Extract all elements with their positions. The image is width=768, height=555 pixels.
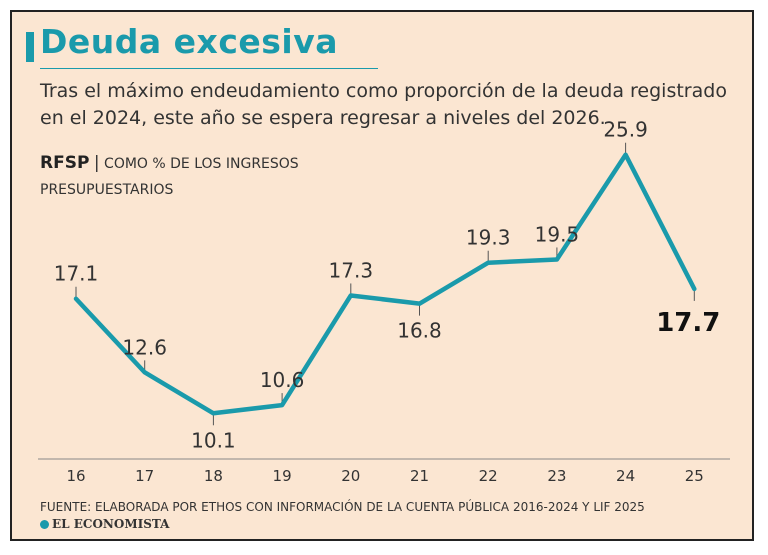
x-tick-label: 22 [479,467,498,485]
chart-subtitle: Tras el máximo endeudamiento como propor… [40,80,727,129]
title-accent-bar [26,32,34,62]
x-tick-label: 25 [685,467,704,485]
x-tick-label: 20 [341,467,360,485]
chart-title: Deuda excesiva [40,22,338,61]
data-label: 25.9 [603,118,648,142]
data-label-highlight: 17.7 [656,308,720,338]
data-label: 19.3 [466,226,511,250]
series-line [73,152,697,416]
data-label: 12.6 [122,335,167,359]
x-tick-label: 21 [410,467,429,485]
data-label: 19.5 [535,222,580,246]
brand-logo: EL ECONOMISTA [40,517,169,531]
measure-label: RFSP | COMO % DE LOS INGRESOS PRESUPUEST… [40,150,370,203]
x-axis-ticks: 16 17 18 19 20 21 22 23 24 25 [66,467,703,485]
x-tick-label: 17 [135,467,154,485]
brand-icon [40,520,49,529]
measure-description: COMO % DE LOS INGRESOS PRESUPUESTARIOS [40,156,299,198]
measure-separator: | [93,153,100,173]
title-underline [40,68,378,69]
data-label: 10.6 [260,368,305,392]
data-label: 17.3 [329,258,374,282]
x-tick-label: 24 [616,467,635,485]
measure-name: RFSP [40,153,90,173]
x-tick-label: 19 [273,467,292,485]
data-labels: 17.1 12.6 10.1 10.6 17.3 16.8 19.3 19.5 25.9 17.7 [54,118,721,453]
data-label: 17.1 [54,262,99,286]
source-note: FUENTE: ELABORADA POR ETHOS CON INFORMAC… [40,500,645,514]
data-label: 16.8 [397,319,442,343]
data-label: 10.1 [191,428,236,452]
infographic-card: Deuda excesiva Tras el máximo endeudamie… [10,10,754,541]
line-chart: 16 17 18 19 20 21 22 23 24 25 17.112.610.110.617.… [38,118,730,485]
x-tick-label: 23 [547,467,566,485]
label-leader-lines [75,142,695,426]
brand-name: EL ECONOMISTA [52,517,170,531]
x-tick-label: 18 [204,467,223,485]
x-tick-label: 16 [66,467,85,485]
